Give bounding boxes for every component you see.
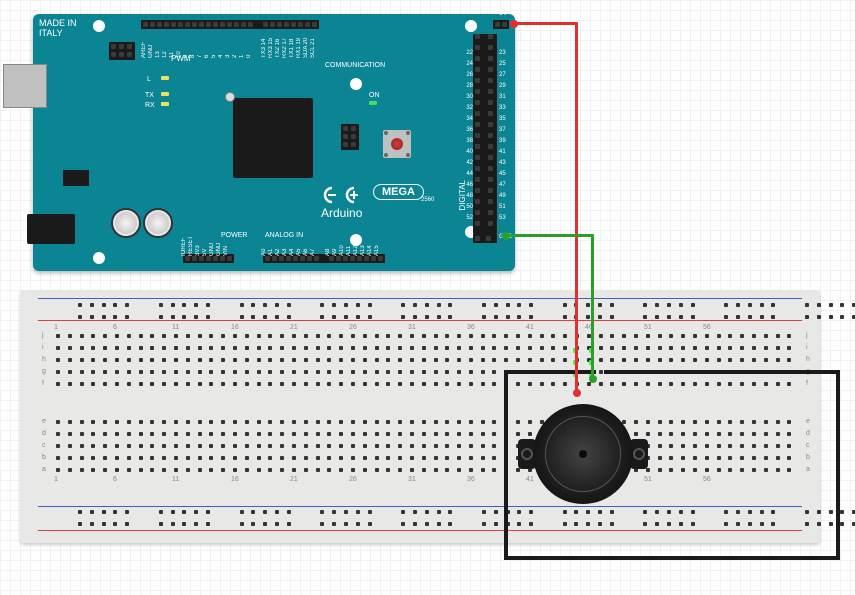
icsp-header[interactable] (109, 42, 135, 60)
canvas: MADE IN ITALY 5V AREFGND1312111098765432… (0, 0, 855, 595)
digital-side-header[interactable] (473, 34, 497, 234)
mega-2560: 2560 (421, 197, 434, 203)
led-tx (161, 92, 169, 96)
arduino-logo (321, 184, 365, 206)
rail-red-bottom (38, 530, 802, 531)
rail-red-top (38, 320, 802, 321)
italy-label: ITALY (39, 28, 63, 38)
pwm-label: PWM (171, 54, 191, 63)
mega-text: MEGA (382, 186, 415, 198)
arduino-name: Arduino (321, 206, 362, 220)
pin1-dot (225, 92, 235, 102)
icsp2-header[interactable] (341, 124, 359, 150)
led-l-label: L (147, 76, 151, 83)
voltage-regulator (63, 170, 89, 186)
arduino-mega: MADE IN ITALY 5V AREFGND1312111098765432… (33, 14, 515, 271)
breadboard-rows-top[interactable] (56, 334, 791, 386)
piezo-buzzer (518, 404, 648, 504)
mega-badge: MEGA (373, 184, 424, 200)
led-on-label: ON (369, 92, 380, 99)
led-l (161, 76, 169, 80)
reset-button[interactable] (383, 130, 411, 158)
capacitor (111, 208, 141, 238)
led-tx-label: TX (145, 92, 154, 99)
led-rx-label: RX (145, 102, 155, 109)
buzzer-body (533, 404, 633, 504)
rail-blue-top (38, 298, 802, 299)
gnd-side-header[interactable] (473, 234, 497, 243)
mount-hole (93, 20, 105, 32)
rail-holes-bottom[interactable] (78, 510, 855, 526)
5v-label: 5V (499, 10, 508, 17)
breadboard-rows-bottom[interactable] (56, 420, 791, 472)
breadboard: jjiihhggffeeddccbbaa 1166111116162121262… (20, 290, 820, 543)
mount-hole (465, 20, 477, 32)
capacitor (143, 208, 173, 238)
mount-hole (350, 78, 362, 90)
5v-header[interactable] (493, 20, 509, 29)
comm-label: COMMUNICATION (325, 62, 385, 69)
mount-hole (93, 252, 105, 264)
led-on (369, 101, 377, 105)
usb-port (3, 64, 47, 108)
made-in-label: MADE IN (39, 18, 77, 28)
rail-holes-top[interactable] (78, 303, 855, 319)
digital-header[interactable] (141, 20, 319, 29)
led-rx (161, 102, 169, 106)
atmega-chip (233, 98, 313, 178)
barrel-jack (27, 214, 75, 244)
rail-blue-bottom (38, 506, 802, 507)
